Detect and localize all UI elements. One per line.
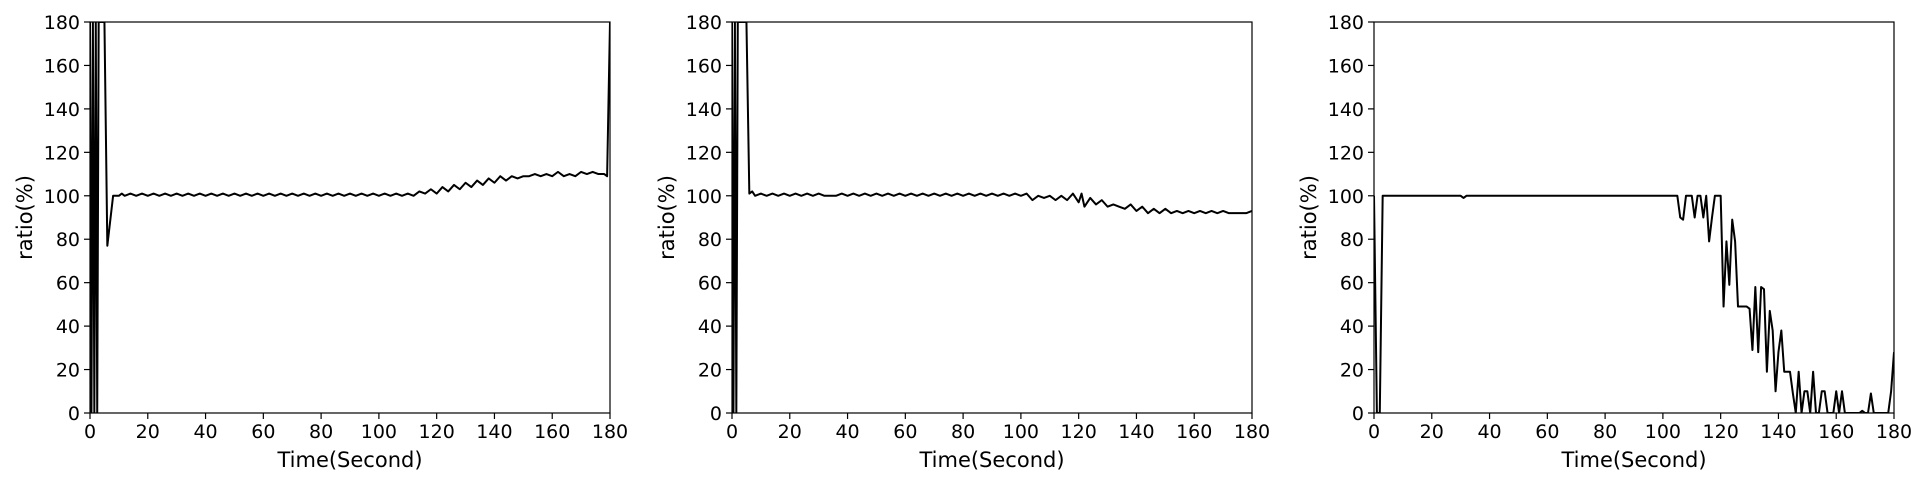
x-tick-label: 40 — [835, 421, 859, 443]
x-tick-label: 0 — [84, 421, 96, 443]
x-tick-label: 20 — [1420, 421, 1444, 443]
x-axis-label: Time(Second) — [276, 448, 422, 472]
x-tick-label: 180 — [1234, 421, 1270, 443]
x-tick-label: 160 — [1176, 421, 1212, 443]
chart-panel-3: 0 20 40 60 80 100 120 140 160 180 0 20 40 60 80 100 120 1… — [1297, 12, 1912, 472]
x-tick-label: 180 — [592, 421, 628, 443]
x-tick-label: 180 — [1876, 421, 1912, 443]
x-tick-label: 100 — [1003, 421, 1039, 443]
y-tick-label: 160 — [1328, 55, 1364, 77]
y-tick-label: 40 — [698, 316, 722, 338]
y-tick-label: 100 — [44, 186, 80, 208]
y-tick-label: 20 — [1340, 360, 1364, 382]
y-tick-label: 180 — [44, 12, 80, 34]
y-tick-label: 120 — [686, 142, 722, 164]
y-axis-label: ratio(%) — [13, 175, 37, 260]
x-tick-label: 100 — [361, 421, 397, 443]
y-tick-label: 100 — [1328, 186, 1364, 208]
y-tick-label: 140 — [686, 99, 722, 121]
y-tick-label: 20 — [698, 360, 722, 382]
x-tick-label: 0 — [726, 421, 738, 443]
x-tick-label: 80 — [309, 421, 333, 443]
y-tick-label: 180 — [1328, 12, 1364, 34]
chart-panel-2: 0 20 40 60 80 100 120 140 160 180 0 20 40 60 80 100 120 1… — [655, 12, 1270, 472]
y-tick-label: 60 — [1340, 273, 1364, 295]
x-tick-label: 140 — [476, 421, 512, 443]
plot-frame — [731, 21, 1253, 414]
y-tick-label: 140 — [1328, 99, 1364, 121]
y-tick-label: 0 — [68, 403, 80, 425]
x-tick-label: 120 — [1061, 421, 1097, 443]
x-tick-label: 140 — [1118, 421, 1154, 443]
x-tick-label: 20 — [136, 421, 160, 443]
y-tick-label: 0 — [1352, 403, 1364, 425]
y-tick-label: 80 — [1340, 229, 1364, 251]
x-tick-label: 60 — [251, 421, 275, 443]
y-axis-label: ratio(%) — [1297, 175, 1321, 260]
x-tick-label: 40 — [193, 421, 217, 443]
series-line-1 — [90, 22, 610, 413]
x-tick-label: 60 — [893, 421, 917, 443]
y-tick-label: 120 — [1328, 142, 1364, 164]
y-tick-label: 120 — [44, 142, 80, 164]
y-tick-label: 40 — [56, 316, 80, 338]
y-tick-label: 160 — [44, 55, 80, 77]
y-tick-label: 40 — [1340, 316, 1364, 338]
y-axis-label: ratio(%) — [655, 175, 679, 260]
plot-frame — [89, 21, 611, 414]
x-tick-label: 160 — [534, 421, 570, 443]
x-tick-label: 40 — [1477, 421, 1501, 443]
series-line-1 — [732, 22, 1252, 413]
y-tick-label: 80 — [698, 229, 722, 251]
x-tick-label: 100 — [1645, 421, 1681, 443]
y-tick-label: 160 — [686, 55, 722, 77]
y-tick-label: 20 — [56, 360, 80, 382]
chart-panel-1: 0 20 40 60 80 100 120 140 160 180 0 20 40 60 80 100 120 1… — [13, 12, 628, 472]
x-tick-label: 160 — [1818, 421, 1854, 443]
x-tick-label: 0 — [1368, 421, 1380, 443]
x-tick-label: 120 — [419, 421, 455, 443]
plot-frame — [1373, 21, 1895, 414]
y-tick-label: 60 — [698, 273, 722, 295]
x-axis-label: Time(Second) — [918, 448, 1064, 472]
x-tick-label: 60 — [1535, 421, 1559, 443]
x-axis-label: Time(Second) — [1560, 448, 1706, 472]
x-tick-label: 120 — [1703, 421, 1739, 443]
x-tick-label: 20 — [778, 421, 802, 443]
series-line-1 — [1374, 194, 1894, 413]
x-tick-label: 80 — [951, 421, 975, 443]
y-tick-label: 60 — [56, 273, 80, 295]
x-tick-label: 80 — [1593, 421, 1617, 443]
y-tick-label: 100 — [686, 186, 722, 208]
y-tick-label: 80 — [56, 229, 80, 251]
y-tick-label: 140 — [44, 99, 80, 121]
y-tick-label: 180 — [686, 12, 722, 34]
y-tick-label: 0 — [710, 403, 722, 425]
x-tick-label: 140 — [1760, 421, 1796, 443]
